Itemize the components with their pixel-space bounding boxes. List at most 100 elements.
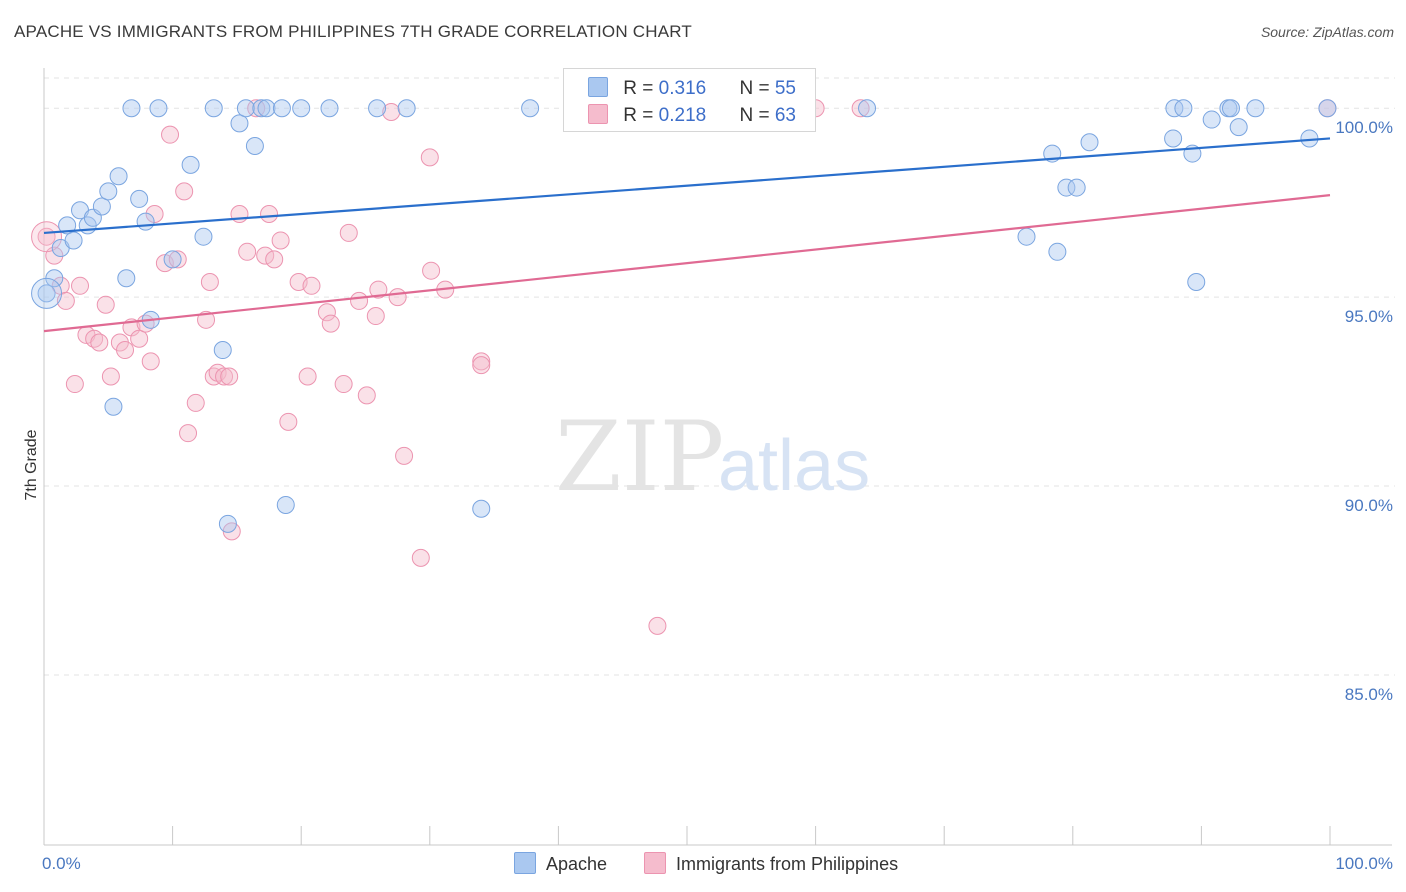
data-point-philippines bbox=[238, 242, 257, 261]
data-point-philippines bbox=[168, 250, 187, 269]
data-point-apache bbox=[117, 269, 136, 288]
data-point-philippines bbox=[279, 412, 298, 431]
data-point-apache bbox=[521, 99, 540, 118]
data-point-philippines bbox=[420, 148, 439, 167]
n-label: N = bbox=[739, 78, 775, 99]
r-label: R = bbox=[623, 105, 659, 126]
data-point-apache bbox=[1174, 99, 1193, 118]
legend-row-philippines: R = 0.218 N = 63 bbox=[588, 104, 796, 128]
data-point-apache bbox=[858, 99, 877, 118]
data-point-philippines bbox=[220, 367, 239, 386]
x-tick-label: 0.0% bbox=[42, 854, 81, 873]
data-point-philippines bbox=[215, 367, 234, 386]
philippines-legend-swatch bbox=[644, 852, 666, 874]
stats-legend: R = 0.316 N = 55 R = 0.218 N = 63 bbox=[563, 68, 816, 132]
data-point-apache bbox=[397, 99, 416, 118]
data-point-philippines bbox=[65, 375, 84, 394]
data-point-apache bbox=[1229, 118, 1248, 137]
data-point-philippines bbox=[472, 352, 491, 371]
chart-title: APACHE VS IMMIGRANTS FROM PHILIPPINES 7T… bbox=[14, 22, 692, 41]
data-point-philippines bbox=[90, 333, 109, 352]
trend-line-apache bbox=[43, 137, 1331, 235]
data-point-philippines bbox=[200, 273, 219, 292]
grid-lines bbox=[44, 77, 1395, 676]
r-value-apache: 0.316 bbox=[658, 78, 707, 99]
data-point-philippines bbox=[382, 103, 401, 122]
data-point-apache bbox=[1318, 99, 1337, 118]
x-tick-labels: 0.0% 100.0% bbox=[42, 854, 1393, 873]
y-tick-labels: 100.0% 95.0% 90.0% 85.0% bbox=[1335, 118, 1393, 704]
data-point-apache bbox=[276, 495, 295, 514]
data-point-philippines bbox=[357, 386, 376, 405]
data-point-apache bbox=[1187, 273, 1206, 292]
series-philippines bbox=[31, 99, 1337, 635]
y-tick-label: 100.0% bbox=[1335, 118, 1393, 137]
data-point-apache bbox=[58, 216, 77, 235]
data-point-philippines bbox=[350, 291, 369, 310]
n-label: N = bbox=[739, 105, 775, 126]
data-point-apache bbox=[272, 99, 291, 118]
data-point-apache bbox=[163, 250, 182, 269]
data-point-philippines-large bbox=[31, 221, 63, 253]
data-point-philippines bbox=[321, 314, 340, 333]
trend-line-philippines bbox=[43, 194, 1331, 333]
legend-label-apache: Apache bbox=[546, 854, 608, 874]
legend-item-philippines[interactable]: Immigrants from Philippines bbox=[644, 852, 898, 875]
data-point-apache bbox=[257, 99, 276, 118]
data-point-philippines bbox=[298, 367, 317, 386]
data-point-apache bbox=[368, 99, 387, 118]
data-point-philippines bbox=[411, 548, 430, 567]
data-point-apache bbox=[122, 99, 141, 118]
trend-lines bbox=[43, 137, 1331, 333]
data-point-apache bbox=[292, 99, 311, 118]
data-point-philippines bbox=[96, 295, 115, 314]
data-point-philippines bbox=[130, 329, 149, 348]
axes bbox=[43, 68, 1392, 846]
series-legend: Apache Immigrants from Philippines bbox=[0, 852, 1406, 878]
data-point-philippines bbox=[317, 303, 336, 322]
data-point-apache bbox=[1165, 99, 1184, 118]
x-tick-label: 100.0% bbox=[1335, 854, 1393, 873]
data-point-philippines bbox=[388, 288, 407, 307]
data-point-apache bbox=[92, 197, 111, 216]
r-label: R = bbox=[623, 78, 659, 99]
data-point-philippines bbox=[71, 276, 90, 295]
data-point-apache bbox=[320, 99, 339, 118]
data-point-apache bbox=[194, 227, 213, 246]
data-point-apache bbox=[64, 231, 83, 250]
data-point-philippines bbox=[302, 276, 321, 295]
data-point-philippines bbox=[179, 424, 198, 443]
data-point-apache bbox=[218, 514, 237, 533]
data-point-philippines bbox=[366, 307, 385, 326]
legend-item-apache[interactable]: Apache bbox=[514, 852, 607, 875]
data-point-philippines bbox=[145, 205, 164, 224]
n-value-philippines: 63 bbox=[774, 105, 796, 126]
data-point-philippines bbox=[648, 616, 667, 635]
data-point-philippines bbox=[175, 182, 194, 201]
data-point-philippines bbox=[247, 99, 266, 118]
data-point-apache bbox=[1221, 99, 1240, 118]
data-point-apache bbox=[252, 99, 271, 118]
apache-swatch bbox=[588, 77, 608, 97]
data-point-apache bbox=[1202, 110, 1221, 129]
data-point-apache bbox=[236, 99, 255, 118]
data-point-apache bbox=[245, 137, 264, 156]
data-point-philippines bbox=[256, 246, 275, 265]
data-point-apache bbox=[181, 155, 200, 174]
data-point-philippines bbox=[395, 446, 414, 465]
data-point-apache bbox=[213, 341, 232, 360]
data-point-apache bbox=[1246, 99, 1265, 118]
data-point-philippines bbox=[101, 367, 120, 386]
data-point-apache bbox=[1057, 178, 1076, 197]
data-point-apache bbox=[1048, 242, 1067, 261]
data-point-apache bbox=[1164, 129, 1183, 148]
data-point-philippines bbox=[422, 261, 441, 280]
data-point-philippines bbox=[334, 375, 353, 394]
data-point-philippines bbox=[141, 352, 160, 371]
y-tick-label: 95.0% bbox=[1345, 307, 1393, 326]
data-point-apache bbox=[130, 189, 149, 208]
philippines-swatch bbox=[588, 104, 608, 124]
data-point-philippines bbox=[186, 393, 205, 412]
r-value-philippines: 0.218 bbox=[658, 105, 707, 126]
